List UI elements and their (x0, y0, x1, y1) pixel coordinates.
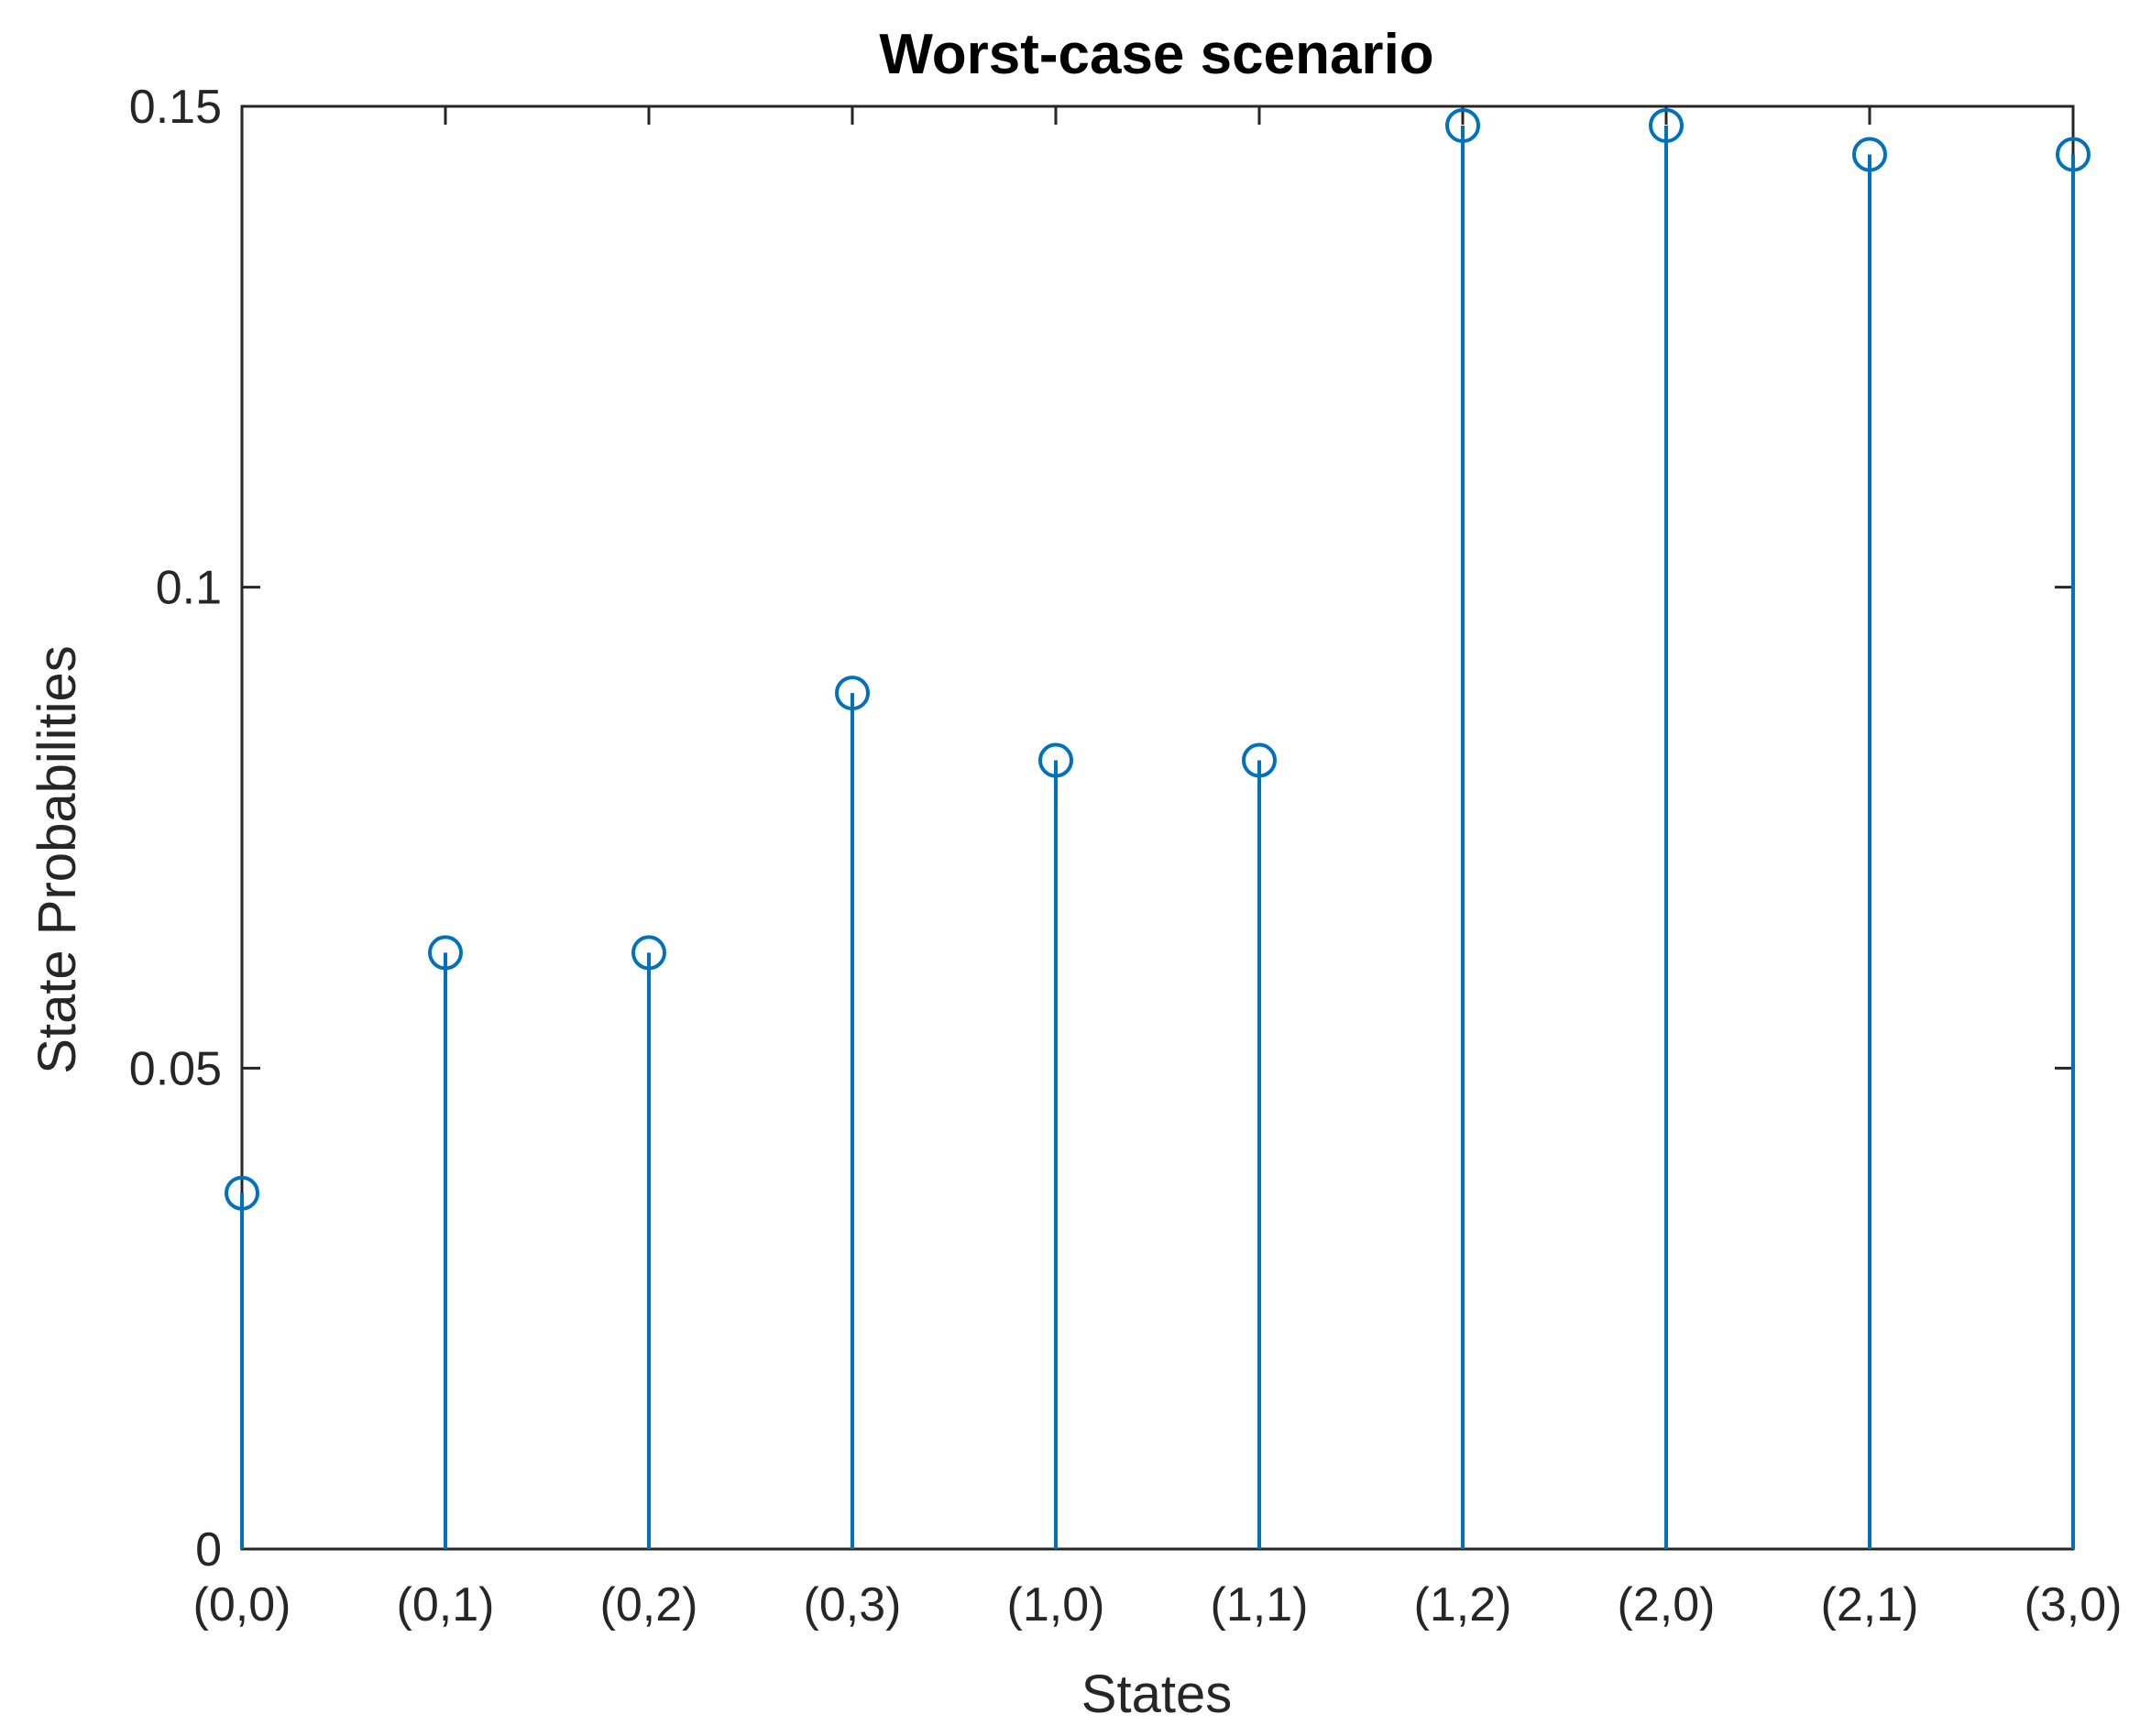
y-tick-label: 0.1 (156, 562, 222, 615)
x-tick-label: (0,0) (193, 1578, 291, 1632)
y-tick-label: 0 (195, 1523, 222, 1577)
x-tick-label: (0,3) (804, 1578, 902, 1632)
stem-marker (428, 935, 463, 971)
y-tick-label: 0.05 (129, 1042, 222, 1095)
stem-marker (1038, 742, 1073, 778)
x-tick-label: (2,0) (1618, 1578, 1716, 1632)
x-axis-label: States (1081, 1665, 1232, 1724)
y-tick-label: 0.15 (129, 81, 222, 134)
x-tick-label: (3,0) (2025, 1578, 2123, 1632)
y-axis-label: State Probabilities (27, 645, 87, 1073)
stem-marker (1852, 137, 1887, 172)
stem-marker (1445, 107, 1480, 143)
stem-marker (225, 1175, 259, 1211)
chart-title: Worst-case scenario (879, 23, 1433, 86)
x-tick-label: (2,1) (1821, 1578, 1919, 1632)
stem-marker (835, 676, 870, 711)
stem-marker (2056, 137, 2091, 172)
stem-marker (1242, 742, 1277, 778)
x-tick-label: (1,2) (1414, 1578, 1512, 1632)
stem-marker (1649, 107, 1684, 143)
x-tick-label: (1,0) (1007, 1578, 1105, 1632)
x-tick-label: (0,1) (397, 1578, 495, 1632)
x-tick-label: (1,1) (1211, 1578, 1309, 1632)
plot-area: 0 0.05 0.1 0.15 (0,0) (0,1) (0,2) (0,3) (1,0) (1,… (129, 81, 2123, 1632)
stem-marker (631, 935, 666, 971)
x-tick-label: (0,2) (600, 1578, 698, 1632)
